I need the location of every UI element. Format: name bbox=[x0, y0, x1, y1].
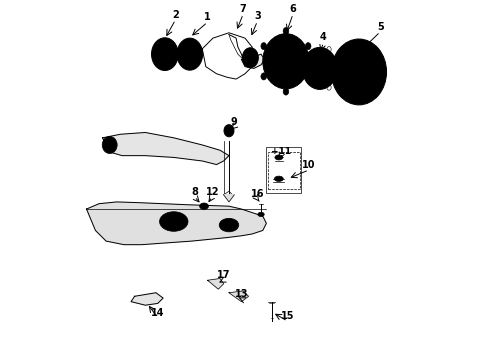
Ellipse shape bbox=[219, 218, 239, 232]
Text: 16: 16 bbox=[251, 189, 264, 199]
Ellipse shape bbox=[156, 44, 173, 65]
Ellipse shape bbox=[308, 54, 332, 83]
Text: 17: 17 bbox=[217, 270, 230, 280]
Text: 6: 6 bbox=[290, 4, 296, 14]
Text: 9: 9 bbox=[230, 117, 237, 127]
Ellipse shape bbox=[263, 34, 309, 89]
Bar bbox=[266, 147, 301, 193]
Ellipse shape bbox=[275, 155, 283, 160]
Text: 1: 1 bbox=[204, 12, 211, 22]
Ellipse shape bbox=[281, 55, 291, 67]
Ellipse shape bbox=[106, 140, 114, 150]
Ellipse shape bbox=[160, 212, 188, 231]
Ellipse shape bbox=[347, 58, 370, 86]
Ellipse shape bbox=[305, 42, 311, 50]
Text: +11: +11 bbox=[270, 147, 291, 156]
Ellipse shape bbox=[224, 125, 234, 137]
Text: 14: 14 bbox=[151, 308, 165, 318]
Polygon shape bbox=[102, 132, 229, 165]
Text: 5: 5 bbox=[377, 22, 384, 32]
Ellipse shape bbox=[283, 88, 289, 95]
Polygon shape bbox=[242, 54, 265, 68]
Ellipse shape bbox=[246, 52, 255, 63]
Text: 8: 8 bbox=[191, 186, 198, 197]
Text: 15: 15 bbox=[281, 311, 294, 321]
Ellipse shape bbox=[151, 38, 178, 71]
Polygon shape bbox=[87, 202, 267, 245]
Ellipse shape bbox=[302, 48, 337, 89]
Polygon shape bbox=[131, 293, 163, 305]
Text: 12: 12 bbox=[205, 186, 219, 197]
Ellipse shape bbox=[261, 42, 267, 50]
Text: 2: 2 bbox=[172, 10, 179, 19]
Ellipse shape bbox=[261, 73, 267, 80]
Text: 10: 10 bbox=[302, 160, 316, 170]
Ellipse shape bbox=[274, 176, 283, 181]
Text: 4: 4 bbox=[320, 32, 327, 42]
Ellipse shape bbox=[269, 41, 303, 82]
Ellipse shape bbox=[177, 38, 203, 70]
Bar bbox=[268, 152, 300, 189]
Ellipse shape bbox=[336, 44, 382, 100]
Ellipse shape bbox=[305, 73, 311, 80]
Ellipse shape bbox=[199, 203, 209, 210]
Text: 3: 3 bbox=[254, 11, 261, 21]
Ellipse shape bbox=[258, 212, 264, 216]
Ellipse shape bbox=[276, 49, 296, 73]
Ellipse shape bbox=[331, 39, 387, 105]
Polygon shape bbox=[229, 291, 248, 302]
Ellipse shape bbox=[182, 44, 198, 64]
Polygon shape bbox=[208, 279, 223, 289]
Ellipse shape bbox=[243, 48, 258, 68]
Ellipse shape bbox=[102, 136, 117, 153]
Ellipse shape bbox=[283, 27, 289, 35]
Text: 7: 7 bbox=[240, 4, 246, 14]
Polygon shape bbox=[223, 195, 234, 202]
Text: 13: 13 bbox=[235, 289, 248, 299]
